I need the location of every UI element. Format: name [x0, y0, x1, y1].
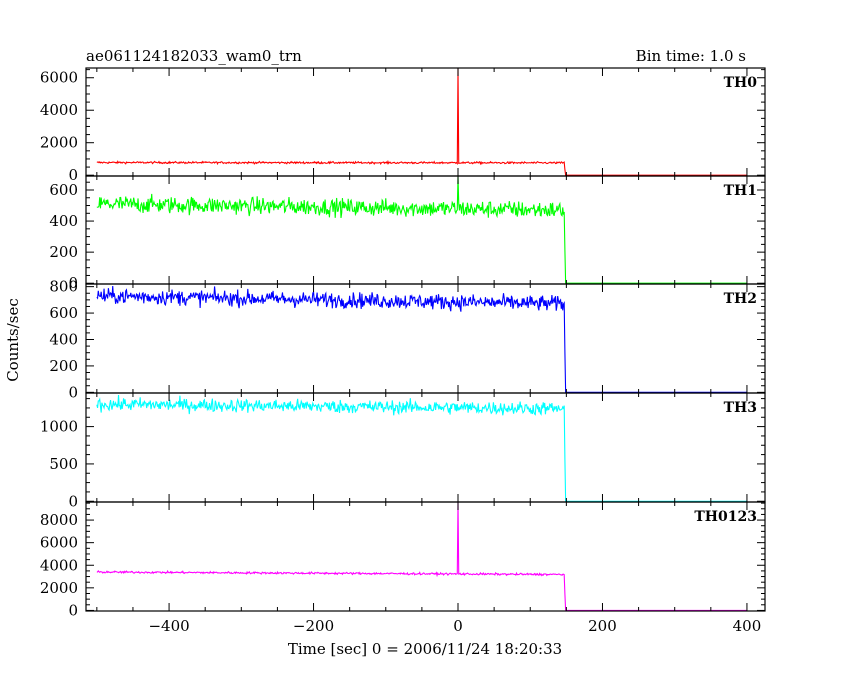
y-tick-label: 200 — [49, 357, 78, 375]
y-tick-label: 2000 — [40, 134, 78, 152]
series-line-th0 — [96, 67, 747, 176]
x-axis-title: Time [sec] 0 = 2006/11/24 18:20:33 — [288, 640, 562, 658]
series-line-th2 — [96, 285, 747, 393]
y-tick-label: 600 — [49, 304, 78, 322]
panel-label: TH2 — [724, 291, 757, 307]
y-tick-label: 6000 — [40, 69, 78, 87]
panel-label: TH3 — [724, 400, 757, 416]
y-tick-label: 600 — [49, 181, 78, 199]
y-tick-label: 500 — [49, 455, 78, 473]
panel-th1: 0 200 400 600 TH1 — [49, 175, 766, 292]
y-tick-label: 4000 — [40, 556, 78, 574]
y-tick-label: 400 — [49, 330, 78, 348]
series-line-th3 — [96, 395, 747, 502]
y-tick-label: 800 — [49, 278, 78, 296]
panel-th3: 0 500 1000 TH3 — [40, 392, 766, 510]
y-tick-label: 0 — [68, 492, 78, 510]
y-tick-label: 8000 — [40, 511, 78, 529]
panel-label: TH0123 — [694, 509, 757, 525]
bin-time-label: Bin time: 1.0 s — [636, 47, 746, 65]
y-tick-label: 4000 — [40, 101, 78, 119]
panel-frame — [85, 392, 766, 503]
x-tick-label: 0 — [453, 617, 463, 635]
chart-title: ae061124182033_wam0_trn — [86, 47, 302, 65]
y-tick-label: 0 — [68, 274, 78, 292]
series-line-th0123 — [96, 501, 747, 611]
y-tick-label: 200 — [49, 243, 78, 261]
x-tick-label: 400 — [733, 617, 762, 635]
y-tick-label: 2000 — [40, 579, 78, 597]
panel-th0: 0 2000 4000 6000 TH0 — [40, 67, 766, 184]
y-tick-label: 0 — [68, 166, 78, 184]
y-axis-title: Counts/sec — [4, 298, 22, 382]
y-tick-label: 6000 — [40, 534, 78, 552]
y-tick-label: 0 — [68, 383, 78, 401]
x-tick-label: −200 — [293, 617, 334, 635]
panel-th0123: 0 2000 4000 6000 8000 TH0123 −400 −200 0 200 400 — [40, 501, 766, 635]
y-tick-label: 1000 — [40, 418, 78, 436]
x-tick-label: −400 — [148, 617, 189, 635]
y-tick-label: 0 — [68, 601, 78, 619]
panel-frame — [85, 67, 766, 177]
panel-frame — [85, 175, 766, 285]
x-tick-label: 200 — [588, 617, 617, 635]
panel-label: TH0 — [724, 75, 758, 91]
series-line-th1 — [96, 175, 747, 284]
panel-label: TH1 — [724, 183, 757, 199]
panel-frame — [85, 501, 766, 612]
panel-th2: 0 200 400 600 800 TH2 — [49, 278, 766, 401]
y-tick-label: 400 — [49, 212, 78, 230]
